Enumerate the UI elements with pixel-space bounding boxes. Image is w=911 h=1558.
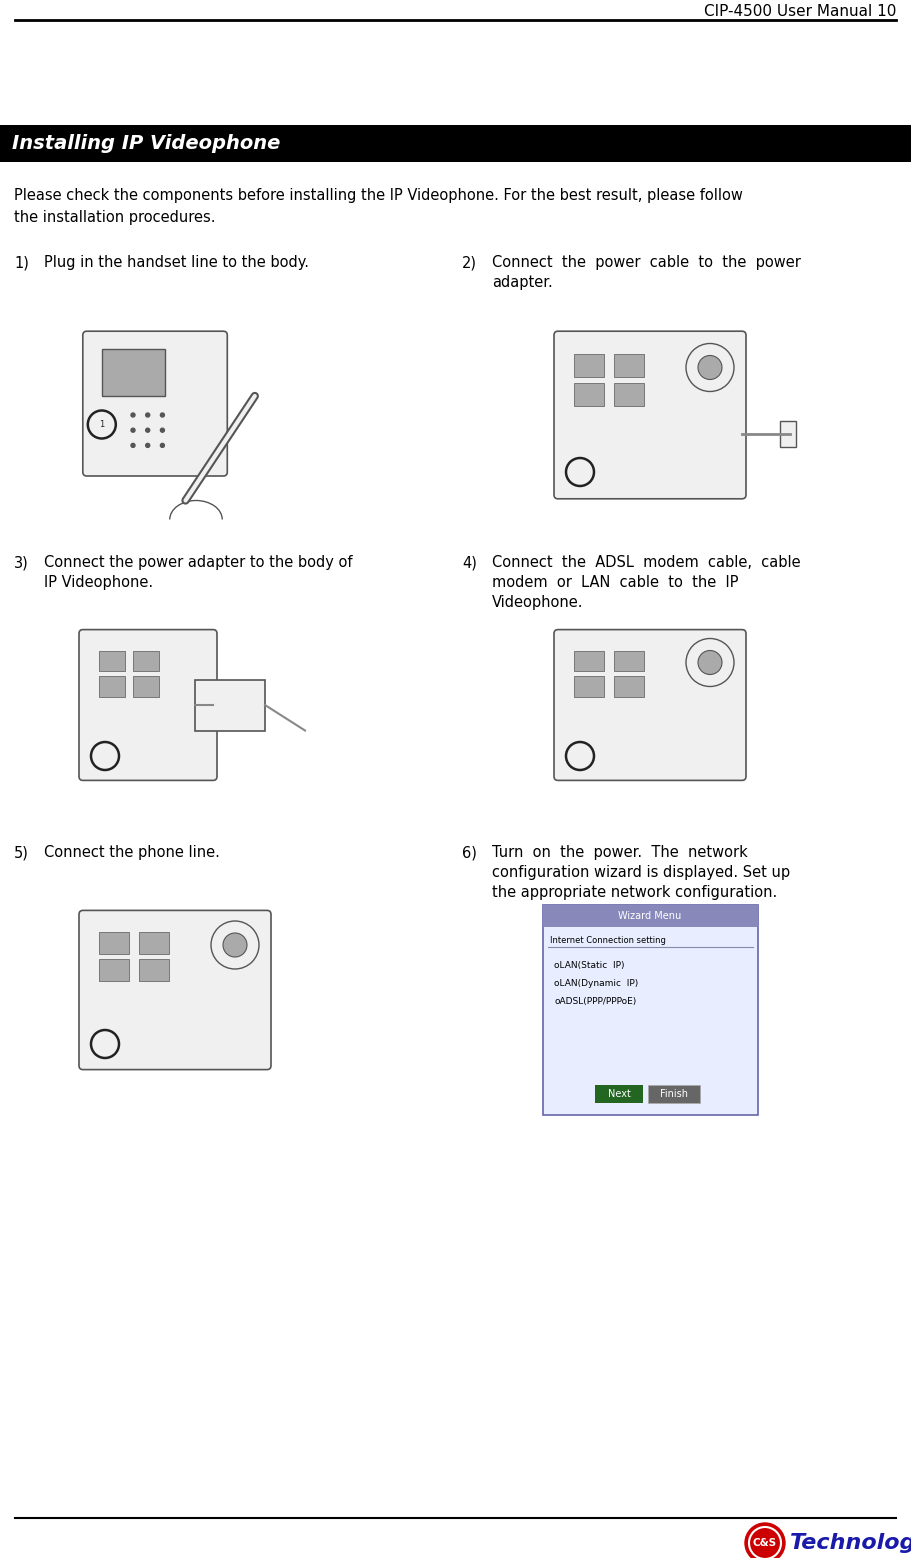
Bar [139, 960, 169, 982]
Text: Installing IP Videophone: Installing IP Videophone [12, 134, 281, 153]
Circle shape [160, 444, 164, 447]
Bar [133, 651, 159, 671]
Circle shape [211, 921, 259, 969]
Circle shape [745, 1524, 785, 1558]
Text: the installation procedures.: the installation procedures. [14, 210, 216, 224]
Bar [595, 1084, 643, 1103]
Circle shape [146, 413, 149, 418]
Circle shape [160, 413, 164, 418]
Circle shape [131, 444, 135, 447]
Text: Please check the components before installing the IP Videophone. For the best re: Please check the components before insta… [14, 189, 742, 203]
Bar [574, 651, 604, 671]
Circle shape [223, 933, 247, 957]
Bar [574, 354, 604, 377]
Bar [99, 932, 129, 953]
Text: 6): 6) [462, 844, 476, 860]
Text: Internet Connection setting: Internet Connection setting [550, 935, 666, 944]
Bar [614, 651, 644, 671]
Bar [614, 354, 644, 377]
Bar [99, 960, 129, 982]
FancyBboxPatch shape [79, 629, 217, 781]
Text: Connect  the  ADSL  modem  cable,  cable: Connect the ADSL modem cable, cable [492, 555, 801, 570]
Text: the appropriate network configuration.: the appropriate network configuration. [492, 885, 777, 901]
Bar [574, 676, 604, 696]
Text: C&S: C&S [752, 1538, 777, 1549]
FancyBboxPatch shape [554, 332, 746, 499]
Bar [195, 679, 265, 731]
Text: Wizard Menu: Wizard Menu [619, 911, 681, 921]
Text: Videophone.: Videophone. [492, 595, 584, 611]
Bar [0, 125, 911, 162]
Circle shape [146, 444, 149, 447]
Text: Connect the power adapter to the body of: Connect the power adapter to the body of [44, 555, 353, 570]
Circle shape [131, 413, 135, 418]
Text: Plug in the handset line to the body.: Plug in the handset line to the body. [44, 256, 309, 270]
Text: adapter.: adapter. [492, 276, 553, 290]
Text: Next: Next [608, 1089, 630, 1098]
Bar [99, 676, 125, 696]
Circle shape [146, 428, 149, 432]
Bar [614, 676, 644, 696]
Text: oADSL(PPP/PPPoE): oADSL(PPP/PPPoE) [555, 997, 637, 1005]
Bar [614, 383, 644, 405]
Bar [574, 383, 604, 405]
Bar [101, 349, 165, 396]
Bar [542, 905, 758, 927]
Circle shape [686, 639, 734, 687]
Circle shape [160, 428, 164, 432]
Text: CIP-4500 User Manual 10: CIP-4500 User Manual 10 [703, 5, 896, 19]
FancyBboxPatch shape [79, 910, 271, 1070]
Bar [780, 421, 796, 447]
Circle shape [698, 651, 722, 675]
Text: Technology: Technology [790, 1533, 911, 1553]
Text: Connect the phone line.: Connect the phone line. [44, 844, 220, 860]
Text: 3): 3) [14, 555, 29, 570]
Text: IP Videophone.: IP Videophone. [44, 575, 153, 590]
Circle shape [698, 355, 722, 380]
FancyBboxPatch shape [554, 629, 746, 781]
Bar [648, 1084, 700, 1103]
Text: 4): 4) [462, 555, 476, 570]
Bar [133, 676, 159, 696]
Circle shape [686, 343, 734, 391]
Text: 1): 1) [14, 256, 29, 270]
Text: Connect  the  power  cable  to  the  power: Connect the power cable to the power [492, 256, 801, 270]
Circle shape [131, 428, 135, 432]
Bar [99, 651, 125, 671]
Text: modem  or  LAN  cable  to  the  IP: modem or LAN cable to the IP [492, 575, 739, 590]
Text: Turn  on  the  power.  The  network: Turn on the power. The network [492, 844, 748, 860]
Text: oLAN(Static  IP): oLAN(Static IP) [555, 960, 625, 969]
Text: oLAN(Dynamic  IP): oLAN(Dynamic IP) [555, 978, 639, 988]
Text: 5): 5) [14, 844, 29, 860]
Bar [542, 905, 758, 1116]
Text: 2): 2) [462, 256, 477, 270]
FancyBboxPatch shape [83, 332, 228, 477]
Text: Finish: Finish [660, 1089, 688, 1098]
Text: configuration wizard is displayed. Set up: configuration wizard is displayed. Set u… [492, 865, 790, 880]
Text: 1: 1 [99, 421, 105, 428]
Bar [139, 932, 169, 953]
